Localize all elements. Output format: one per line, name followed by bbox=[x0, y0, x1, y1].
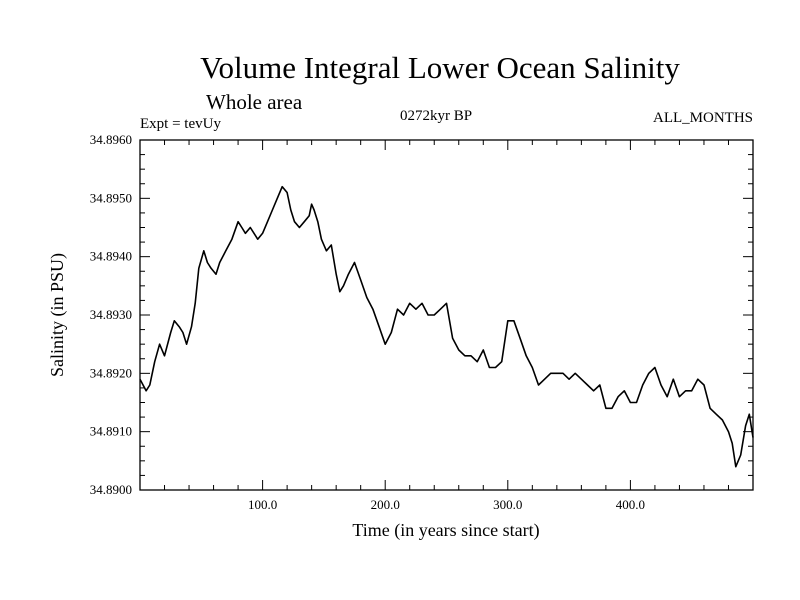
x-tick-label: 400.0 bbox=[616, 497, 645, 512]
y-axis-label: Salinity (in PSU) bbox=[47, 253, 68, 377]
chart-title: Volume Integral Lower Ocean Salinity bbox=[200, 50, 680, 85]
y-tick-label: 34.8930 bbox=[90, 307, 132, 322]
y-tick-label: 34.8920 bbox=[90, 365, 132, 380]
y-tick-label: 34.8940 bbox=[90, 249, 132, 264]
chart-subtitle: Whole area bbox=[206, 90, 303, 114]
x-tick-label: 200.0 bbox=[371, 497, 400, 512]
y-tick-label: 34.8910 bbox=[90, 424, 132, 439]
y-tick-label: 34.8900 bbox=[90, 482, 132, 497]
period-annotation: 0272kyr BP bbox=[400, 108, 473, 124]
x-tick-label: 100.0 bbox=[248, 497, 277, 512]
y-tick-label: 34.8950 bbox=[90, 190, 132, 205]
y-tick-label: 34.8960 bbox=[90, 132, 132, 147]
x-tick-label: 300.0 bbox=[493, 497, 522, 512]
series-group bbox=[139, 185, 754, 468]
experiment-annotation: Expt = tevUy bbox=[140, 116, 221, 132]
plot-frame bbox=[139, 139, 754, 491]
x-axis-label: Time (in years since start) bbox=[352, 520, 539, 541]
axis-ticks: 34.8900 34.8910 34.8920 34.8930 34.8940 34.89… bbox=[90, 132, 753, 512]
salinity-series-line bbox=[139, 185, 754, 468]
months-annotation: ALL_MONTHS bbox=[653, 110, 753, 126]
